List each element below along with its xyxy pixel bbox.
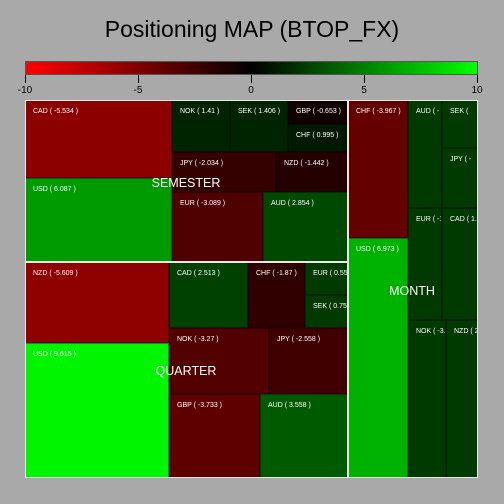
treemap-plot: CAD ( -5.534 ) USD ( 6.087 ) NOK ( 1.41 ) S…	[25, 100, 478, 478]
cell-label: NOK ( -3.27 )	[177, 336, 219, 343]
treemap-cell-semester-eur: EUR ( -3.089 )	[172, 192, 263, 262]
cell-label: AUD ( -	[416, 108, 440, 115]
treemap-group-quarter	[25, 262, 348, 478]
cell-label: EUR ( -3.089 )	[180, 200, 226, 207]
scale-tick-label: 10	[471, 85, 483, 96]
cell-label: JPY ( -2.034 )	[180, 160, 224, 167]
cell-label: CHF ( 0.995 )	[296, 132, 339, 139]
scale-tick-label: -10	[17, 85, 33, 96]
treemap-cell-month-jpy: JPY ( -	[442, 148, 478, 208]
treemap-cell-quarter-nok: NOK ( -3.27 )	[169, 328, 269, 394]
treemap-cell-quarter-chf: CHF ( -1.87 )	[248, 262, 305, 328]
cell-label: SEK ( 1.406 )	[238, 108, 281, 115]
color-scale-bar	[25, 61, 478, 75]
treemap-cell-semester-nzd: NZD ( -1.442 )	[276, 152, 348, 192]
cell-label: EUR ( -1.	[416, 216, 441, 223]
cell-label: JPY ( -	[450, 156, 472, 163]
scale-tick-mark	[251, 75, 252, 83]
treemap-cell-quarter-cad: CAD ( 2.513 )	[169, 262, 248, 328]
cell-label: USD ( 6.087 )	[33, 186, 76, 193]
cell-label: SEK (	[450, 108, 469, 115]
cell-label: GBP ( -3.733 )	[177, 402, 223, 409]
treemap-cell-semester-cad: CAD ( -5.534 )	[25, 100, 172, 178]
treemap-group-month	[348, 100, 478, 478]
group-label: MONTH	[389, 284, 435, 298]
cell-label: CAD ( 2.513 )	[177, 270, 220, 277]
treemap-cell-month-aud: AUD ( -	[408, 100, 442, 208]
cell-label: AUD ( 2.854 )	[271, 200, 314, 207]
cell-label: NZD ( -5.609 )	[33, 270, 78, 277]
treemap-cell-semester-jpy: JPY ( -2.034 )	[172, 152, 276, 192]
scale-tick-label: 5	[361, 85, 367, 96]
treemap-cell-month-eur: EUR ( -1.	[408, 208, 442, 320]
treemap-cell-month-usd: USD ( 6.973 )	[348, 238, 408, 478]
scale-tick-label: -5	[133, 85, 143, 96]
cell-label: USD ( 9.615 )	[33, 351, 76, 358]
treemap-cell-quarter-usd: USD ( 9.615 )	[25, 343, 169, 478]
cell-label: JPY ( -2.558 )	[277, 336, 321, 343]
treemap-cell-quarter-nzd: NZD ( -5.609 )	[25, 262, 169, 343]
scale-tick-mark	[138, 75, 139, 83]
cell-label: NOK ( -3.0	[416, 328, 446, 335]
treemap-cell-quarter-eur: EUR ( 0.55	[305, 262, 348, 295]
cell-label: CHF ( -1.87 )	[256, 270, 297, 277]
cell-label: NZD ( 2.	[454, 328, 478, 335]
scale-tick-label: 0	[248, 85, 254, 96]
treemap-cell-semester-sek: SEK ( 1.406 )	[230, 100, 288, 152]
cell-label: EUR ( 0.55	[313, 270, 348, 277]
scale-tick-mark	[477, 75, 478, 83]
cell-label: CAD ( -5.534 )	[33, 108, 79, 115]
cell-label: USD ( 6.973 )	[356, 246, 399, 253]
treemap-cell-semester-gbp: GBP ( -0.653 )	[288, 100, 348, 124]
treemap-cell-semester-aud: AUD ( 2.854 )	[263, 192, 348, 262]
treemap-cell-month-nok: NOK ( -3.0	[408, 320, 446, 478]
treemap-cell-month-sek: SEK (	[442, 100, 478, 148]
cell-label: NZD ( -1.442 )	[284, 160, 329, 167]
group-label: SEMESTER	[151, 176, 221, 190]
cell-label: CAD ( 1.	[450, 216, 477, 223]
treemap-cell-quarter-gbp: GBP ( -3.733 )	[169, 394, 260, 478]
cell-label: SEK ( 0.75	[313, 303, 347, 310]
treemap-group-semester	[25, 100, 348, 262]
cell-label: AUD ( 3.558 )	[268, 402, 311, 409]
scale-tick-mark	[25, 75, 26, 83]
scale-tick-mark	[364, 75, 365, 83]
treemap-cell-month-chf: CHF ( -3.967 )	[348, 100, 408, 238]
treemap-cell-semester-usd: USD ( 6.087 )	[25, 178, 172, 262]
cell-label: CHF ( -3.967 )	[356, 108, 401, 115]
cell-label: GBP ( -0.653 )	[296, 108, 342, 115]
treemap-cell-quarter-jpy: JPY ( -2.558 )	[269, 328, 348, 394]
chart-title: Positioning MAP (BTOP_FX)	[104, 16, 400, 42]
cell-label: NOK ( 1.41 )	[180, 108, 220, 115]
group-label: QUARTER	[155, 364, 217, 378]
treemap-cell-semester-nok: NOK ( 1.41 )	[172, 100, 230, 152]
